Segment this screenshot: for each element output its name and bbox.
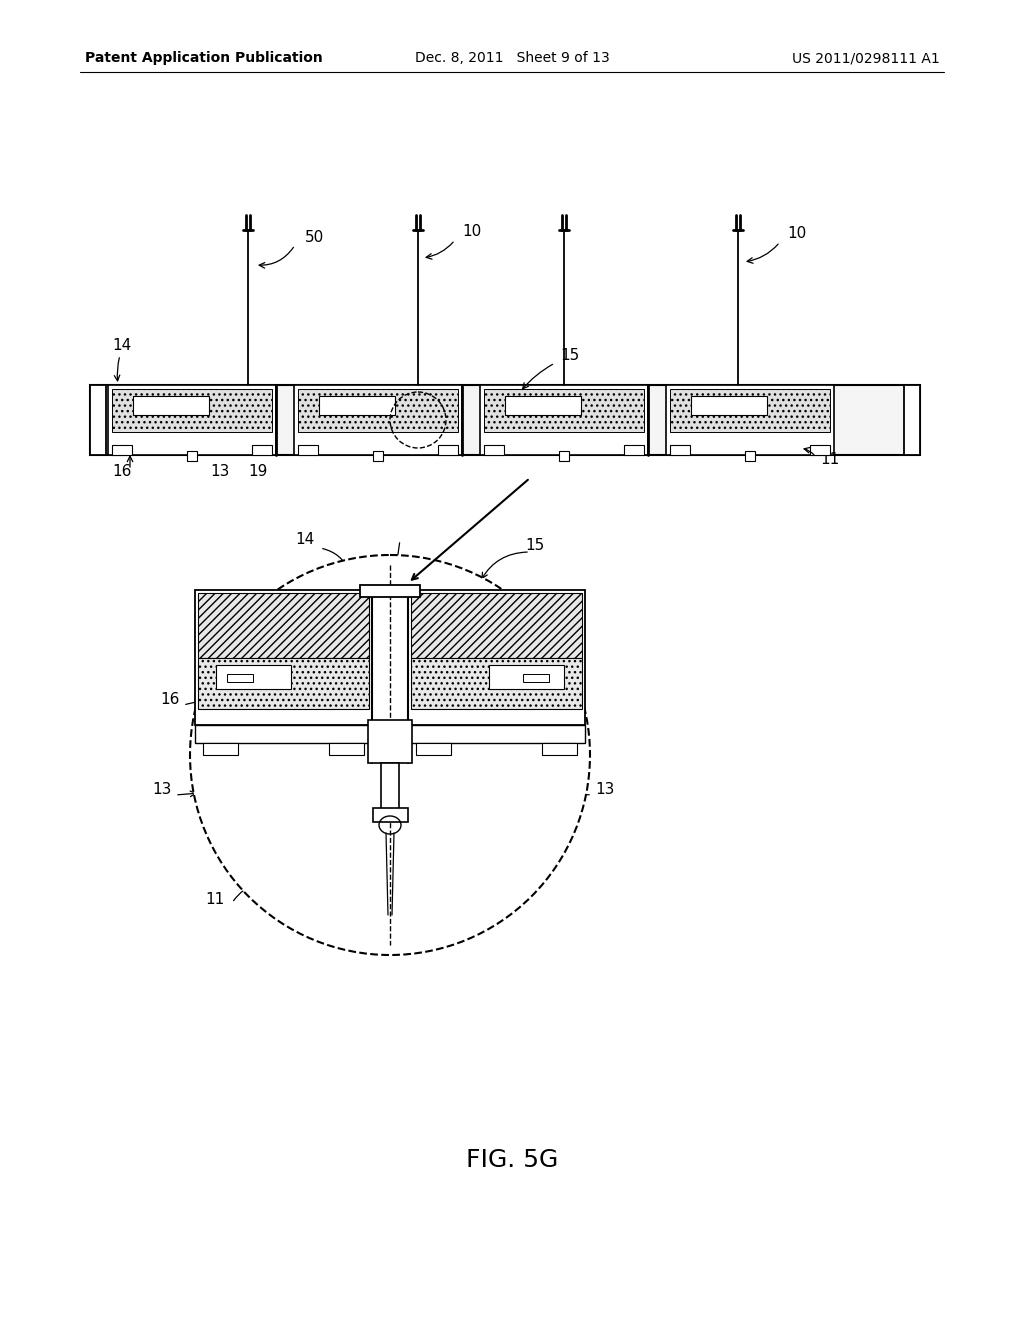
Bar [195, 590, 372, 725]
Circle shape [190, 554, 590, 954]
Bar [408, 590, 585, 725]
Bar [90, 385, 920, 455]
Bar [368, 719, 412, 763]
Bar [666, 385, 834, 455]
Bar [381, 763, 399, 813]
Bar [252, 445, 272, 455]
Text: US 2011/0298111 A1: US 2011/0298111 A1 [793, 51, 940, 65]
Text: 19: 19 [456, 920, 475, 935]
Text: D: D [396, 925, 408, 940]
Text: 10: 10 [462, 224, 481, 239]
Bar [745, 451, 755, 461]
Text: 14: 14 [295, 532, 314, 548]
Text: 13: 13 [595, 783, 614, 797]
Bar [489, 665, 564, 689]
Bar [480, 385, 648, 455]
Bar [810, 445, 830, 455]
Bar [559, 451, 569, 461]
Text: 13: 13 [153, 783, 172, 797]
Text: 19: 19 [248, 465, 267, 479]
Bar [112, 445, 132, 455]
Text: 13: 13 [210, 465, 229, 479]
Bar [203, 743, 239, 755]
Bar [670, 445, 690, 455]
Bar [227, 673, 253, 681]
Bar [133, 396, 209, 414]
Bar [904, 385, 920, 455]
Bar [691, 396, 767, 414]
Bar [298, 445, 318, 455]
Bar [112, 389, 272, 433]
Bar [195, 725, 372, 743]
Bar [90, 385, 106, 455]
Bar [411, 593, 582, 657]
Bar [624, 445, 644, 455]
Text: C: C [396, 569, 408, 585]
Text: Dec. 8, 2011   Sheet 9 of 13: Dec. 8, 2011 Sheet 9 of 13 [415, 51, 609, 65]
Bar [108, 385, 276, 455]
Text: 15: 15 [525, 537, 545, 553]
Text: 11: 11 [820, 453, 840, 467]
Bar [484, 389, 644, 433]
Text: FIG. 5G: FIG. 5G [466, 1148, 558, 1172]
Text: 16: 16 [112, 465, 131, 479]
Bar [505, 396, 581, 414]
Bar [373, 808, 408, 822]
Bar [411, 657, 582, 709]
Bar [542, 743, 577, 755]
Text: 50: 50 [305, 231, 325, 246]
Text: 10: 10 [787, 227, 806, 242]
Bar [484, 445, 504, 455]
Bar [198, 593, 369, 657]
Text: 11: 11 [206, 892, 224, 908]
Bar [298, 389, 458, 433]
Bar [670, 389, 830, 433]
Bar [319, 396, 395, 414]
Text: Patent Application Publication: Patent Application Publication [85, 51, 323, 65]
Bar [416, 743, 452, 755]
Bar [438, 445, 458, 455]
Bar [373, 451, 383, 461]
Bar [408, 725, 585, 743]
Bar [523, 673, 549, 681]
Bar [187, 451, 197, 461]
Bar [216, 665, 291, 689]
Bar [329, 743, 364, 755]
Text: 15: 15 [560, 347, 580, 363]
Text: 16: 16 [161, 693, 179, 708]
Bar [294, 385, 462, 455]
Bar [360, 585, 420, 597]
Bar [198, 657, 369, 709]
Text: 14: 14 [112, 338, 131, 352]
